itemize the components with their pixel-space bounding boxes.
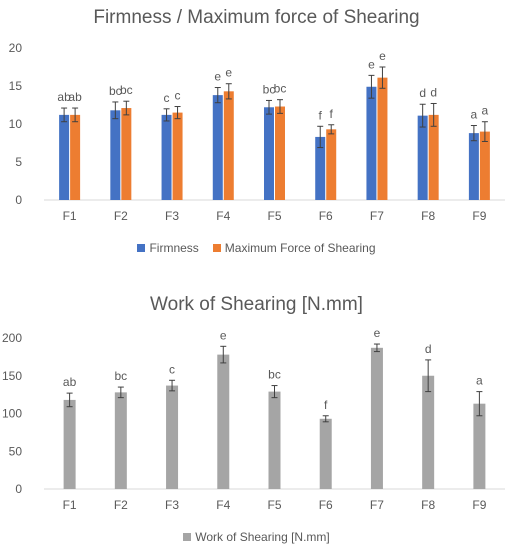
chart-1-bar [264,107,274,200]
chart-1-data-label: bc [120,83,133,97]
chart-1-y-tick-label: 0 [15,193,22,207]
chart-1-bar [161,114,172,200]
chart-1-bar [275,106,285,200]
chart-1-data-label: c [164,91,170,105]
chart-1-data-label: bc [263,82,276,96]
chart-2-data-label: e [374,326,381,340]
chart-1-bar [172,112,183,200]
chart-1-data-label: e [225,66,232,80]
legend-label-work: Work of Shearing [N.mm] [195,530,330,544]
chart-1-x-tick-label: F8 [421,209,435,223]
chart-2-x-tick-label: F8 [421,498,435,512]
chart-1-y-tick-label: 20 [9,41,23,55]
chart-2-bar [473,403,486,489]
chart-1-data-label: f [319,108,323,122]
chart-2-y-tick-label: 200 [2,331,22,345]
chart-2-bar [370,347,383,489]
chart-1-y-tick-label: 5 [15,155,22,169]
chart-1-bar [315,136,326,200]
chart-2-x-tick-label: F3 [165,498,179,512]
chart-1-bar [121,108,132,200]
chart-1-data-label: e [379,49,386,63]
chart-1-x-tick-label: F1 [63,209,77,223]
chart-2-x-tick-label: F4 [216,498,230,512]
chart-2-x-tick-label: F1 [63,498,77,512]
chart-1-data-label: f [330,107,334,121]
chart-2-y-tick-label: 150 [2,369,22,383]
chart-1-bar [377,77,388,200]
chart-1-data-label: ab [57,90,71,104]
chart-1-y-tick-label: 10 [9,117,23,131]
chart-2-data-label: bc [114,369,127,383]
chart-1-x-tick-label: F9 [472,209,486,223]
chart-2-y-tick-label: 50 [9,444,23,458]
chart-1-bar [212,95,223,200]
legend-swatch-max-force [212,244,221,252]
chart-1-x-tick-label: F7 [370,209,384,223]
chart-1-legend: Firmness Maximum Force of Shearing [0,241,513,255]
chart-2-title: Work of Shearing [N.mm] [150,294,363,315]
legend-swatch-work [183,533,192,541]
chart-2-data-label: e [220,328,227,342]
chart-2-x-tick-label: F6 [319,498,333,512]
chart-2-bar [166,385,179,489]
chart-2-bar [268,391,281,489]
chart-2-legend: Work of Shearing [N.mm] [0,530,513,544]
chart-2-x-tick-label: F7 [370,498,384,512]
chart-2-data-label: bc [268,368,281,382]
chart-1-bar [417,115,428,200]
chart-1-data-label: a [482,104,489,118]
chart-1-bar [70,114,81,200]
chart-1-bar [479,131,490,200]
chart-1-data-label: ab [68,90,82,104]
chart-1-x-tick-label: F3 [165,209,179,223]
chart-1-data-label: bc [109,84,122,98]
chart-1-data-label: e [368,57,375,71]
chart-1-bar [59,114,70,200]
chart-2-data-label: d [425,342,432,356]
chart-2-bar [422,375,435,489]
chart-1-x-tick-label: F5 [267,209,281,223]
chart-1-bar [223,91,234,200]
chart-2-bar [114,392,127,489]
chart-1-bar [468,133,479,200]
chart-1-data-label: a [471,108,478,122]
chart-1-data-label: c [175,89,181,103]
chart-2-bar [217,354,230,489]
chart-1-bar [110,110,121,200]
chart-2-x-tick-label: F2 [114,498,128,512]
chart-1-x-tick-label: F6 [319,209,333,223]
legend-swatch-firmness [137,244,146,252]
chart-2-x-tick-label: F5 [267,498,281,512]
legend-item-max-force: Maximum Force of Shearing [212,241,376,255]
chart-1-y-tick-label: 15 [9,79,23,93]
chart-2-x-tick-label: F9 [472,498,486,512]
legend-item-firmness: Firmness [137,241,199,255]
chart-2-bar [319,418,332,489]
chart-2-data-label: a [476,374,483,388]
chart-2-y-tick-label: 0 [15,482,22,496]
chart-1-data-label: bc [274,82,287,96]
legend-item-work: Work of Shearing [N.mm] [183,530,330,544]
chart-2-data-label: f [324,398,328,412]
chart-2-data-label: ab [63,375,77,389]
legend-label-max-force: Maximum Force of Shearing [224,241,376,255]
chart-1-data-label: e [214,70,221,84]
chart-2-bar [63,399,76,489]
chart-1-x-tick-label: F4 [216,209,230,223]
chart-1-x-tick-label: F2 [114,209,128,223]
chart-2-y-tick-label: 100 [2,407,22,421]
chart-1-title: Firmness / Maximum force of Shearing [93,7,420,28]
chart-1-bar [366,86,377,200]
chart-1-bar [428,114,439,200]
chart-1-bar [326,129,337,200]
chart-2-data-label: c [169,362,175,376]
legend-label-firmness: Firmness [149,241,199,255]
chart-1-data-label: d [430,85,437,99]
chart-1-data-label: d [419,86,426,100]
